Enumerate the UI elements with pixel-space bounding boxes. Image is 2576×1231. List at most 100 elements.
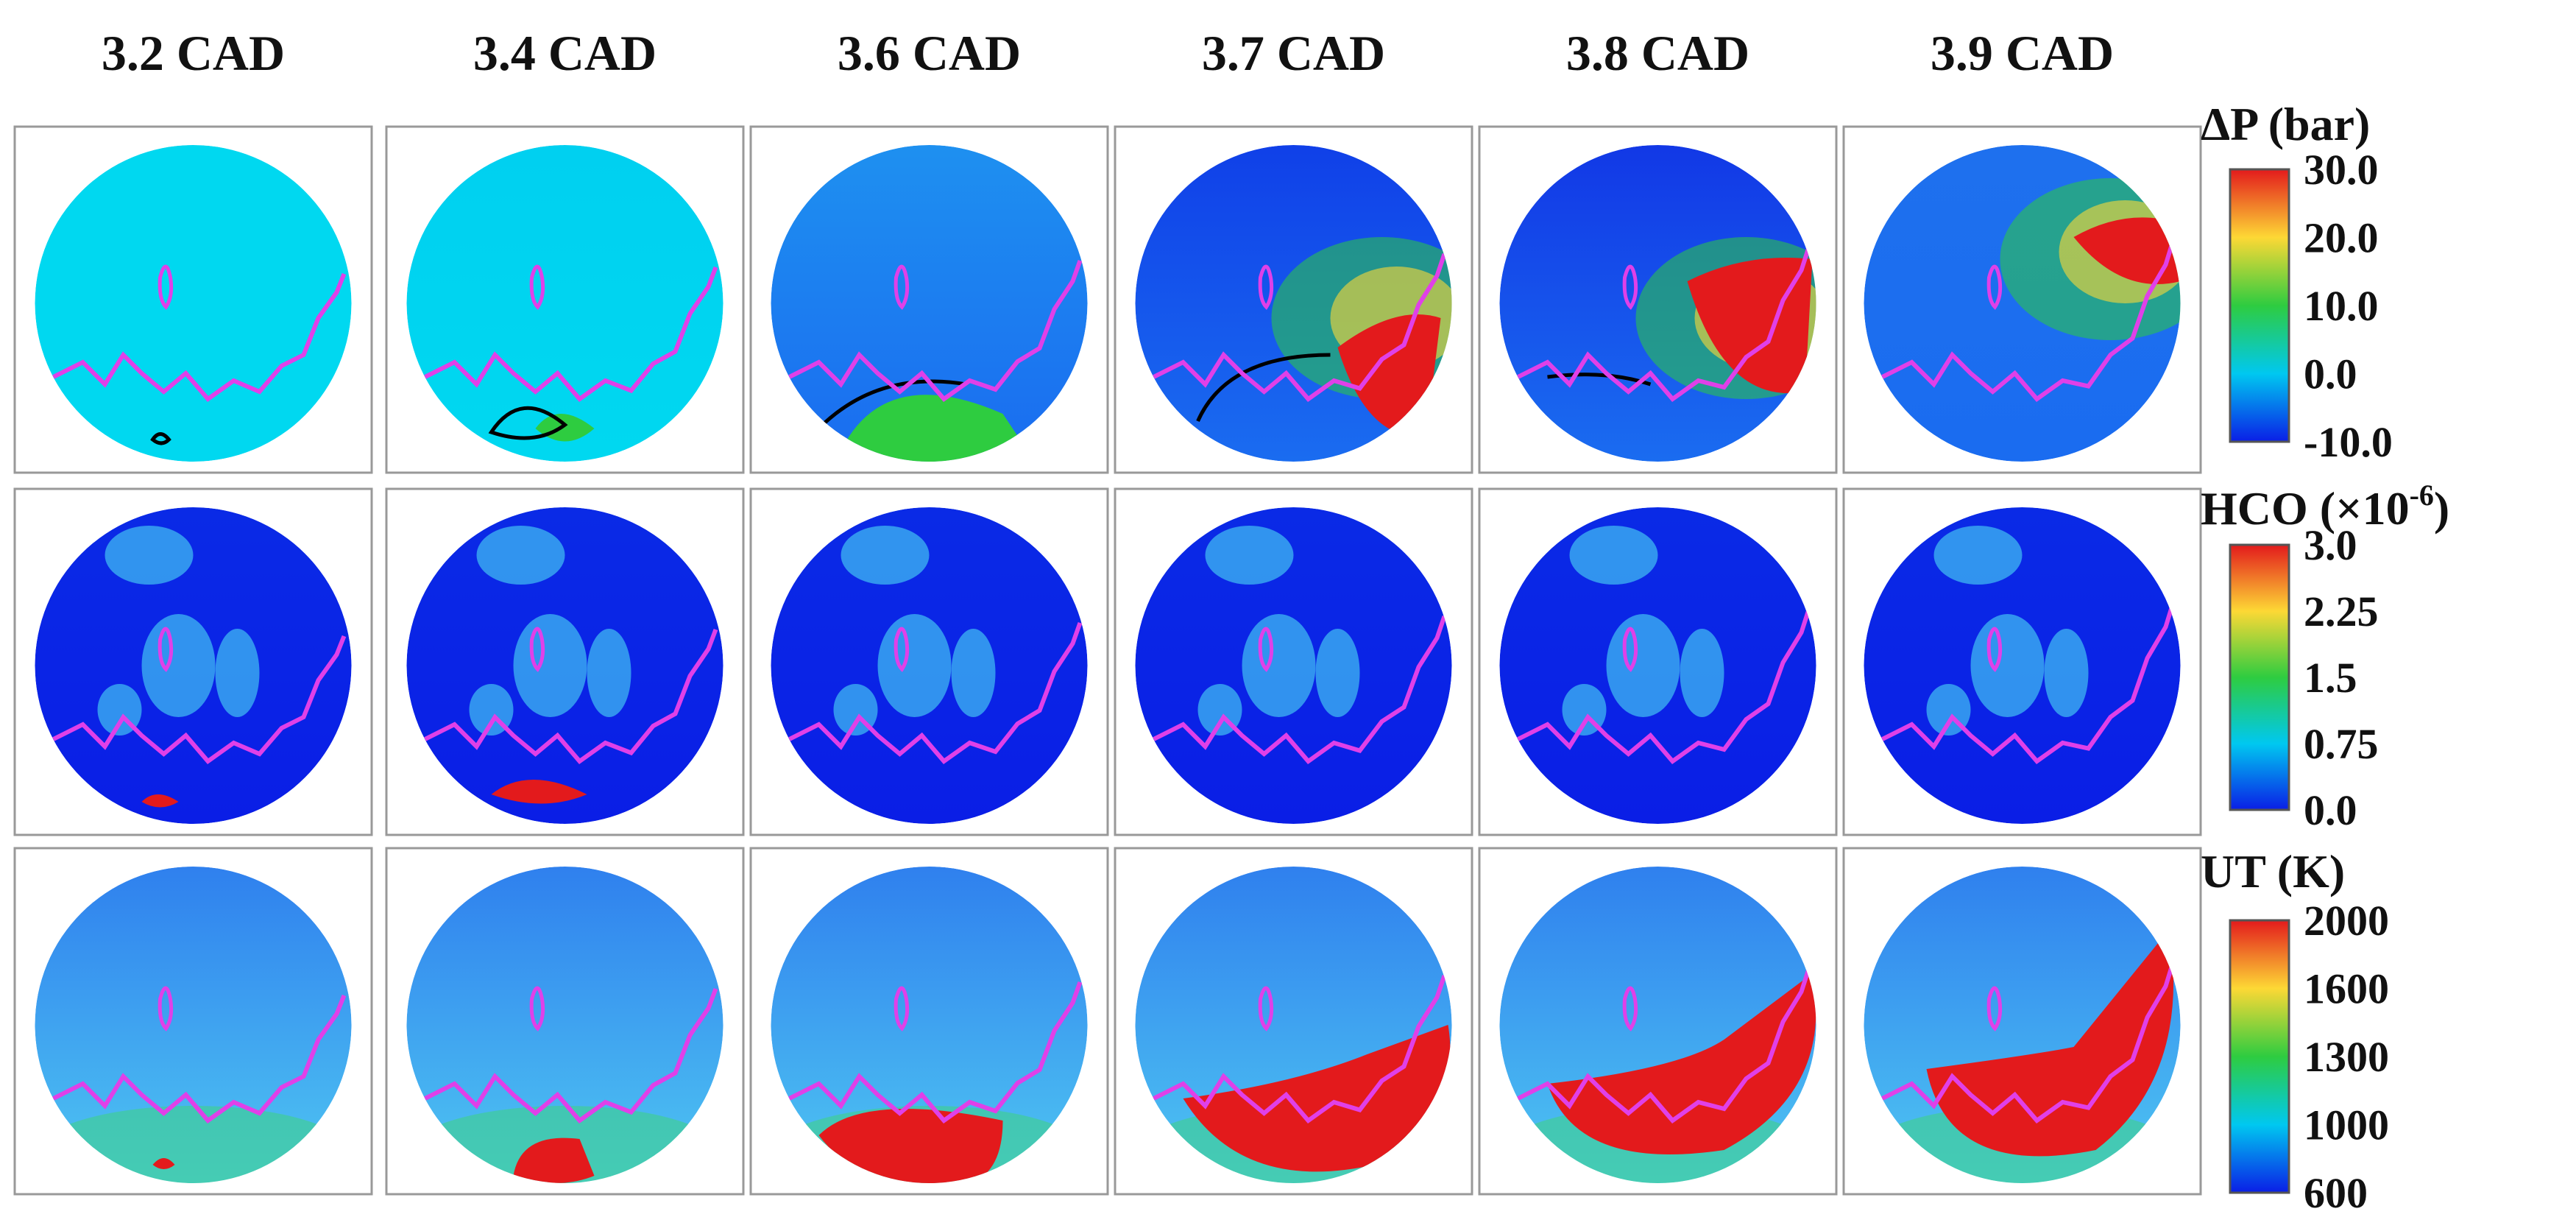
panel-r2-c5 bbox=[1842, 847, 2202, 1196]
hot-region bbox=[818, 1109, 1003, 1183]
colorbar-tick-dp-2: 10.0 bbox=[2304, 282, 2379, 330]
colorbar-tick-ut-0: 2000 bbox=[2304, 897, 2389, 945]
panel-r0-c3 bbox=[1114, 125, 1473, 474]
panel-r0-c1 bbox=[385, 125, 745, 474]
flame-front-line bbox=[788, 621, 1083, 765]
colorbar-ramp-ut bbox=[2229, 919, 2290, 1194]
domain-disk bbox=[406, 867, 723, 1183]
domain-disk bbox=[406, 145, 723, 462]
panel-r2-c3 bbox=[1114, 847, 1473, 1196]
panel-r1-c1 bbox=[385, 487, 745, 836]
panel-r1-c2 bbox=[749, 487, 1109, 836]
flame-front-line bbox=[1517, 247, 1811, 403]
panel-r2-c2 bbox=[749, 847, 1109, 1196]
hot-region bbox=[1547, 973, 1816, 1154]
column-title-0: 3.2 CAD bbox=[102, 25, 285, 81]
colorbar-tick-hco-1: 2.25 bbox=[2304, 588, 2379, 635]
flame-kernel-outline bbox=[1622, 627, 1638, 672]
flame-front-line bbox=[1153, 616, 1447, 765]
colorbar-tick-hco-4: 0.0 bbox=[2304, 786, 2357, 834]
hot-region bbox=[1687, 258, 1813, 394]
colorbar-tick-ut-2: 1300 bbox=[2304, 1033, 2389, 1081]
colorbar-ramp-dp bbox=[2229, 168, 2290, 443]
colorbar-ut: UT (K)2000 1600 1300 1000 600 bbox=[2201, 845, 2389, 1217]
colorbar-title-ut: UT (K) bbox=[2201, 845, 2345, 897]
hot-region bbox=[841, 395, 1033, 462]
hot-region bbox=[152, 1158, 175, 1169]
panel-r0-c2 bbox=[749, 125, 1109, 474]
flame-front-line bbox=[424, 987, 718, 1124]
colorbar-dp: ΔP (bar)30.0 20.0 10.0 0.0 -10.0 bbox=[2201, 98, 2393, 466]
panel-r2-c1 bbox=[385, 847, 745, 1196]
flame-kernel-outline bbox=[1258, 627, 1274, 672]
colorbar-title-dp: ΔP (bar) bbox=[2201, 98, 2370, 150]
flame-kernel-outline bbox=[158, 627, 174, 672]
column-title-1: 3.4 CAD bbox=[473, 25, 657, 81]
pressure-contour bbox=[150, 432, 171, 445]
flame-front-line bbox=[1517, 609, 1811, 765]
flame-kernel-outline bbox=[894, 986, 910, 1031]
domain-disk bbox=[771, 867, 1088, 1183]
flame-kernel-outline bbox=[1258, 264, 1274, 310]
flame-front-line bbox=[52, 635, 347, 765]
hot-region bbox=[1926, 929, 2174, 1157]
hot-region bbox=[513, 1137, 595, 1183]
flame-front-line bbox=[1517, 968, 1811, 1124]
colorbar-tick-dp-4: -10.0 bbox=[2304, 418, 2393, 466]
pressure-contour bbox=[817, 379, 966, 430]
flame-kernel-outline bbox=[529, 264, 545, 310]
hot-region bbox=[141, 794, 179, 808]
panel-r1-c5 bbox=[1842, 487, 2202, 836]
colorbar-hco: HCO (×10-6)3.0 2.25 1.5 0.75 0.0 bbox=[2201, 479, 2449, 834]
flame-kernel-outline bbox=[1986, 264, 2003, 310]
flame-kernel-outline bbox=[1622, 986, 1638, 1031]
flame-kernel-outline bbox=[1622, 264, 1638, 310]
pressure-contour bbox=[1196, 353, 1331, 423]
domain-disk bbox=[35, 867, 352, 1183]
hot-region bbox=[491, 780, 587, 804]
flame-kernel-outline bbox=[894, 264, 910, 310]
panel-r1-c0 bbox=[13, 487, 373, 836]
colorbar-title-hco: HCO (×10-6) bbox=[2201, 479, 2449, 535]
hot-region bbox=[2073, 217, 2181, 284]
flame-kernel-outline bbox=[894, 627, 910, 672]
colorbar-tick-ut-4: 600 bbox=[2304, 1169, 2368, 1217]
colorbar-tick-hco-2: 1.5 bbox=[2304, 654, 2357, 702]
column-title-5: 3.9 CAD bbox=[1931, 25, 2114, 81]
panel-r1-c3 bbox=[1114, 487, 1473, 836]
flame-kernel-outline bbox=[1986, 986, 2003, 1031]
pressure-contour bbox=[488, 406, 568, 440]
panel-r0-c0 bbox=[13, 125, 373, 474]
flame-front-line bbox=[1881, 962, 2176, 1124]
colorbar-tick-ut-1: 1600 bbox=[2304, 965, 2389, 1013]
panel-r0-c4 bbox=[1478, 125, 1838, 474]
colorbar-tick-hco-3: 0.75 bbox=[2304, 720, 2379, 768]
flame-kernel-outline bbox=[158, 264, 174, 310]
column-title-4: 3.8 CAD bbox=[1566, 25, 1749, 81]
flame-front-line bbox=[1881, 602, 2176, 765]
panel-r1-c4 bbox=[1478, 487, 1838, 836]
flame-kernel-outline bbox=[1258, 986, 1274, 1031]
flame-front-line bbox=[1153, 253, 1447, 403]
flame-front-line bbox=[52, 994, 347, 1124]
flame-front-line bbox=[1881, 240, 2176, 403]
flame-front-line bbox=[788, 981, 1083, 1124]
flame-kernel-outline bbox=[529, 986, 545, 1031]
flame-front-line bbox=[788, 259, 1083, 403]
flame-front-line bbox=[424, 266, 718, 403]
hot-region bbox=[1183, 1025, 1451, 1172]
colorbar-tick-dp-0: 30.0 bbox=[2304, 146, 2379, 194]
colorbar-ramp-hco bbox=[2229, 543, 2290, 811]
colorbar-tick-dp-3: 0.0 bbox=[2304, 350, 2357, 398]
column-title-2: 3.6 CAD bbox=[838, 25, 1021, 81]
column-title-3: 3.7 CAD bbox=[1202, 25, 1385, 81]
flame-front-line bbox=[52, 272, 347, 403]
flame-front-line bbox=[1153, 975, 1447, 1124]
flame-front-line bbox=[424, 628, 718, 765]
flame-kernel-outline bbox=[1986, 627, 2003, 672]
flame-kernel-outline bbox=[529, 627, 545, 672]
colorbar-tick-ut-3: 1000 bbox=[2304, 1101, 2389, 1149]
colorbar-tick-dp-1: 20.0 bbox=[2304, 214, 2379, 262]
